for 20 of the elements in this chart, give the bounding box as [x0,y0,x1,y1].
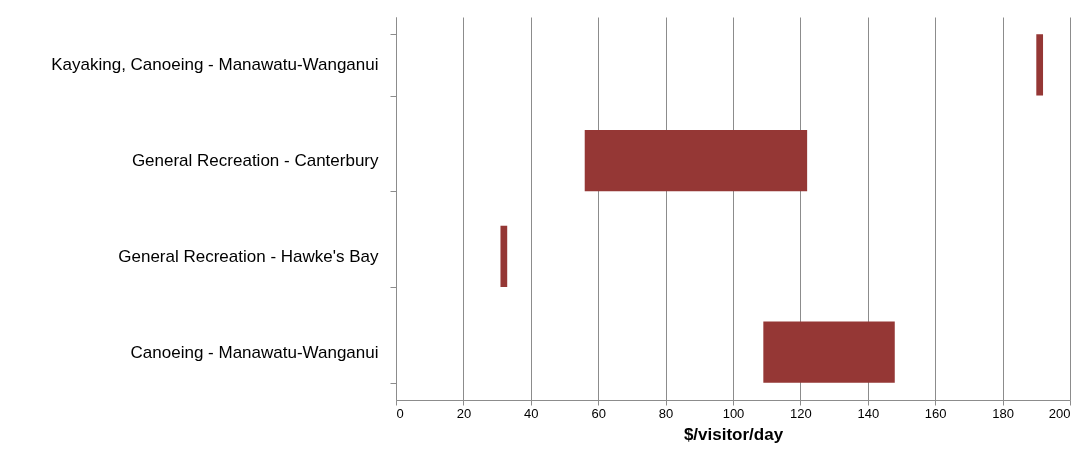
x-tick-label: 160 [924,405,947,421]
y-tick-label: General Recreation - Hawke's Bay [118,246,379,266]
x-tick-label: 80 [658,405,674,421]
x-tick-label: 200 [1048,405,1071,421]
bar [500,225,508,288]
y-tick-label: Canoeing - Manawatu-Wanganui [130,342,379,362]
bar [763,321,895,383]
y-tick-label: Kayaking, Canoeing - Manawatu-Wanganui [51,55,379,75]
x-tick-label: 100 [722,405,745,421]
bar [1036,34,1044,96]
y-tick-label: General Recreation - Canterbury [131,151,379,171]
x-tick-label: 20 [456,405,472,421]
x-tick-label: 120 [790,405,812,421]
bar [584,129,808,192]
x-tick-label: 140 [857,405,880,421]
x-tick-label: 0 [396,405,404,421]
x-tick-label: 60 [591,405,606,421]
x-tick-label: 180 [992,405,1014,421]
x-axis-title: $/visitor/day [683,424,784,444]
x-tick-label: 40 [524,405,539,421]
